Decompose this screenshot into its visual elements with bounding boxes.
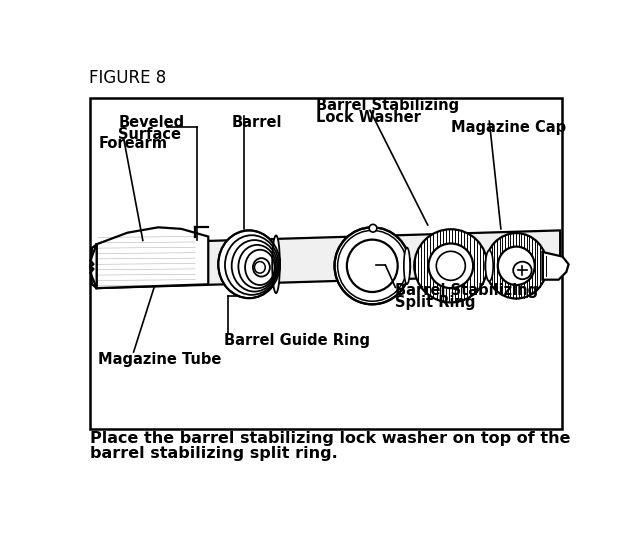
Ellipse shape — [404, 247, 410, 284]
Polygon shape — [543, 252, 569, 280]
Ellipse shape — [414, 229, 487, 302]
Text: Split Ring: Split Ring — [396, 295, 476, 310]
Ellipse shape — [347, 240, 397, 292]
Text: Barrel: Barrel — [231, 115, 282, 130]
Ellipse shape — [485, 250, 493, 281]
Text: Forearm: Forearm — [98, 137, 167, 152]
Ellipse shape — [497, 247, 534, 285]
Text: Surface: Surface — [118, 127, 181, 142]
Text: Barrel Guide Ring: Barrel Guide Ring — [224, 333, 369, 348]
Polygon shape — [90, 244, 97, 288]
Text: Barrel Stabilizing: Barrel Stabilizing — [316, 98, 459, 113]
Polygon shape — [97, 230, 560, 288]
Text: FIGURE 8: FIGURE 8 — [89, 69, 166, 87]
Ellipse shape — [253, 258, 270, 277]
Polygon shape — [97, 227, 208, 288]
Text: Magazine Tube: Magazine Tube — [98, 352, 222, 367]
Ellipse shape — [334, 227, 410, 304]
Ellipse shape — [369, 224, 377, 232]
Ellipse shape — [513, 262, 532, 279]
Ellipse shape — [272, 235, 280, 293]
Text: Magazine Cap: Magazine Cap — [451, 120, 566, 135]
Ellipse shape — [429, 244, 473, 288]
Text: Beveled: Beveled — [118, 115, 184, 130]
Text: Barrel Stabilizing: Barrel Stabilizing — [396, 283, 538, 298]
Bar — [90, 98, 562, 429]
Text: barrel stabilizing split ring.: barrel stabilizing split ring. — [90, 446, 338, 461]
Text: Lock Washer: Lock Washer — [316, 111, 421, 125]
Ellipse shape — [218, 230, 280, 298]
Ellipse shape — [436, 252, 466, 280]
Ellipse shape — [485, 233, 547, 299]
Text: Place the barrel stabilizing lock washer on top of the: Place the barrel stabilizing lock washer… — [90, 431, 571, 446]
